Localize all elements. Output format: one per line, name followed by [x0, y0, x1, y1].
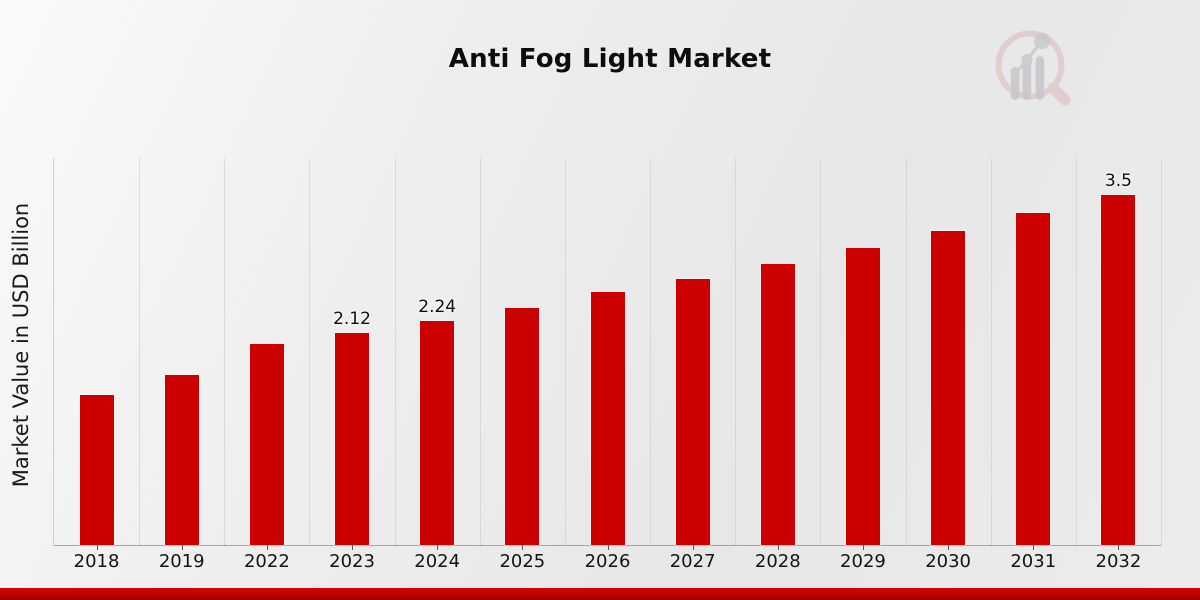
- x-axis-tick: [777, 545, 779, 550]
- vertical-gridline: [479, 158, 481, 545]
- vertical-gridline: [139, 158, 141, 545]
- x-axis-label-2023: 2023: [329, 551, 375, 572]
- bar-2027: [675, 279, 710, 545]
- bar-value-label-2023: 2.12: [333, 309, 371, 329]
- x-axis-tick: [437, 545, 439, 550]
- x-axis-label-2031: 2031: [1010, 551, 1057, 572]
- x-axis-label-2019: 2019: [158, 551, 205, 572]
- vertical-gridline: [309, 158, 311, 545]
- x-axis-tick: [862, 545, 864, 550]
- bar-value-label-2024: 2.24: [418, 297, 457, 317]
- bar-2026: [590, 292, 625, 545]
- chart-title: Anti Fog Light Market: [448, 44, 772, 74]
- x-axis-label-2032: 2032: [1095, 551, 1142, 572]
- x-axis-tick: [1118, 545, 1120, 550]
- bar-2025: [505, 308, 540, 545]
- bottom-accent-bar: [0, 588, 1200, 600]
- bar-2032: [1101, 195, 1136, 545]
- x-axis-tick: [96, 545, 98, 550]
- x-axis-label-2018: 2018: [73, 551, 120, 572]
- bar-value-label-2032: 3.5: [1104, 171, 1132, 191]
- bar-2031: [1016, 213, 1051, 545]
- x-axis-tick: [352, 545, 354, 550]
- bar-2029: [845, 248, 880, 545]
- vertical-gridline: [650, 158, 652, 545]
- x-axis-tick: [181, 545, 183, 550]
- magnifier-chart-logo-icon: [995, 30, 1071, 106]
- x-axis-tick: [1033, 545, 1035, 550]
- x-axis-tick: [948, 545, 950, 550]
- x-axis-label-2027: 2027: [669, 551, 716, 572]
- x-axis-label-2028: 2028: [754, 551, 801, 572]
- bar-2022: [249, 344, 284, 545]
- x-axis-label-2026: 2026: [584, 551, 631, 572]
- x-axis-tick: [266, 545, 268, 550]
- y-axis-label: Market Value in USD Billion: [9, 202, 33, 488]
- vertical-gridline: [394, 158, 396, 545]
- bar-2024: [420, 321, 455, 545]
- x-axis-tick: [692, 545, 694, 550]
- vertical-gridline: [990, 158, 992, 545]
- bar-2023: [335, 333, 370, 545]
- vertical-gridline: [735, 158, 737, 545]
- x-axis-label-2024: 2024: [414, 551, 461, 572]
- vertical-gridline: [905, 158, 907, 545]
- x-axis-label-2029: 2029: [840, 551, 886, 572]
- bar-2018: [79, 395, 114, 545]
- bar-2028: [760, 264, 795, 545]
- bar-2019: [164, 375, 199, 545]
- x-axis-tick: [607, 545, 609, 550]
- x-axis-label-2022: 2022: [243, 551, 290, 572]
- vertical-gridline: [564, 158, 566, 545]
- vertical-gridline: [224, 158, 226, 545]
- vertical-gridline: [820, 158, 822, 545]
- bar-2030: [931, 231, 966, 545]
- x-axis-tick: [522, 545, 524, 550]
- x-axis-label-2030: 2030: [925, 551, 972, 572]
- plot-area: 2018 2019 2022 2.12 2023 2.24 2024 2025 2026 2027…: [53, 158, 1162, 572]
- vertical-gridline: [1075, 158, 1077, 545]
- x-axis-label-2025: 2025: [499, 551, 546, 572]
- vertical-gridline: [1161, 158, 1162, 545]
